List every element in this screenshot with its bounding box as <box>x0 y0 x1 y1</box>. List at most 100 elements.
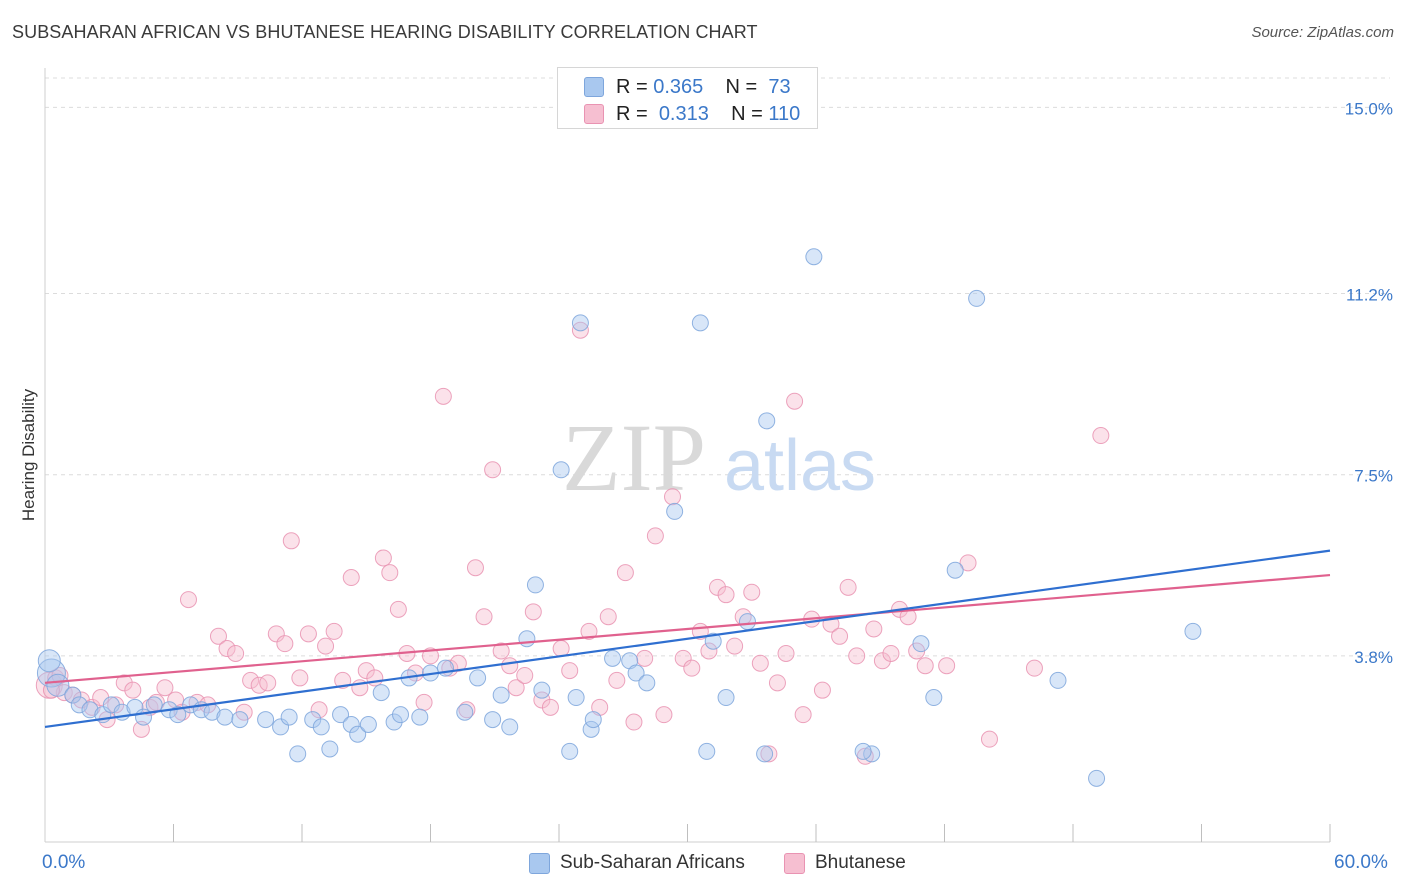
bhutanese-trend-line <box>44 573 1331 684</box>
subsaharan-point <box>946 561 964 579</box>
subsaharan-point <box>81 701 99 719</box>
bhutanese-point <box>813 681 831 699</box>
bhutanese-point <box>768 674 786 692</box>
subsaharan-point <box>561 742 579 760</box>
bhutanese-point <box>708 578 726 596</box>
bhutanese-point <box>299 625 317 643</box>
bhutanese-point <box>561 662 579 680</box>
subsaharan-point <box>321 740 339 758</box>
subsaharan-point <box>359 715 377 733</box>
x-tick-min: 0.0% <box>42 852 86 873</box>
subsaharan-point <box>349 725 367 743</box>
subsaharan-point <box>1088 769 1106 787</box>
subsaharan-point <box>526 576 544 594</box>
bhutanese-point <box>381 564 399 582</box>
bhutanese-point <box>873 652 891 670</box>
bhutanese-point <box>625 713 643 731</box>
subsaharan-point <box>912 635 930 653</box>
subsaharan-point <box>638 674 656 692</box>
bhutanese-point <box>786 392 804 410</box>
subsaharan-point <box>484 711 502 729</box>
subsaharan-point <box>37 649 61 673</box>
bhutanese-point <box>507 679 525 697</box>
bhutanese-point <box>664 488 682 506</box>
bhutanese-point <box>259 674 277 692</box>
bhutanese-point <box>571 321 589 339</box>
bhutanese-point <box>646 527 664 545</box>
source-label: Source: ZipAtlas.com <box>1251 24 1394 41</box>
bhutanese-point <box>751 654 769 672</box>
watermark: ZIP atlas <box>562 404 876 511</box>
bhutanese-point <box>475 608 493 626</box>
bhutanese-point <box>848 647 866 665</box>
subsaharan-point <box>756 745 774 763</box>
bhutanese-point <box>415 693 433 711</box>
bhutanese-point <box>674 649 692 667</box>
bhutanese-point <box>434 387 452 405</box>
bhutanese-point <box>458 701 476 719</box>
bhutanese-point <box>156 679 174 697</box>
bhutanese-point <box>700 642 718 660</box>
bhutanese-point <box>726 637 744 655</box>
bhutanese-point <box>636 649 654 667</box>
bhutanese-point <box>616 564 634 582</box>
legend-r-value: 0.365 <box>653 76 704 98</box>
bhutanese-point <box>655 706 673 724</box>
subsaharan-point <box>666 502 684 520</box>
bhutanese-point <box>389 600 407 618</box>
subsaharan-point <box>304 711 322 729</box>
legend-r-value: 0.313 <box>658 103 709 125</box>
bhutanese-point <box>760 745 778 763</box>
bhutanese-point <box>580 622 598 640</box>
bhutanese-point <box>492 642 510 660</box>
bhutanese-point <box>291 669 309 687</box>
y-tick-label: 11.2% <box>1346 285 1393 304</box>
bottom-legend-label: Sub-Saharan Africans <box>560 852 745 873</box>
y-tick-label: 3.8% <box>1354 648 1393 667</box>
subsaharan-point <box>805 248 823 266</box>
bhutanese-point <box>115 674 133 692</box>
bhutanese-points <box>35 321 1110 765</box>
bhutanese-point <box>282 532 300 550</box>
subsaharan-point <box>691 314 709 332</box>
bhutanese-point <box>242 671 260 689</box>
bhutanese-point <box>501 657 519 675</box>
x-tick-max: 60.0% <box>1334 852 1388 873</box>
bhutanese-point <box>179 591 197 609</box>
subsaharan-point <box>492 686 510 704</box>
bhutanese-point <box>1092 427 1110 445</box>
subsaharan-point <box>1049 671 1067 689</box>
bhutanese-point <box>599 608 617 626</box>
subsaharan-point <box>231 711 249 729</box>
subsaharan-point <box>698 742 716 760</box>
subsaharan-points <box>36 248 1202 787</box>
legend-n-value: 73 <box>768 76 791 98</box>
subsaharan-point <box>169 706 187 724</box>
subsaharan-point <box>469 669 487 687</box>
subsaharan-point <box>257 711 275 729</box>
subsaharan-point <box>627 664 645 682</box>
bhutanese-point <box>959 554 977 572</box>
bhutanese-point <box>831 627 849 645</box>
subsaharan-point <box>385 713 403 731</box>
y-tick-label: 7.5% <box>1354 467 1393 486</box>
bhutanese-point <box>124 681 142 699</box>
subsaharan-point <box>46 673 70 697</box>
subsaharan-point <box>567 689 585 707</box>
bhutanese-point <box>608 671 626 689</box>
watermark-zip: ZIP <box>562 404 706 511</box>
subsaharan-point <box>342 715 360 733</box>
subsaharan-point <box>272 718 290 736</box>
bhutanese-point <box>916 657 934 675</box>
axes <box>44 68 1331 843</box>
legend-n-label: N = <box>725 76 758 98</box>
subsaharan-point <box>289 745 307 763</box>
subsaharan-point <box>64 686 82 704</box>
bhutanese-point <box>484 461 502 479</box>
bhutanese-point <box>865 620 883 638</box>
subsaharan-point <box>968 289 986 307</box>
subsaharan-point <box>552 461 570 479</box>
bhutanese-point <box>276 635 294 653</box>
bhutanese-point <box>317 637 335 655</box>
bhutanese-point <box>107 696 125 714</box>
